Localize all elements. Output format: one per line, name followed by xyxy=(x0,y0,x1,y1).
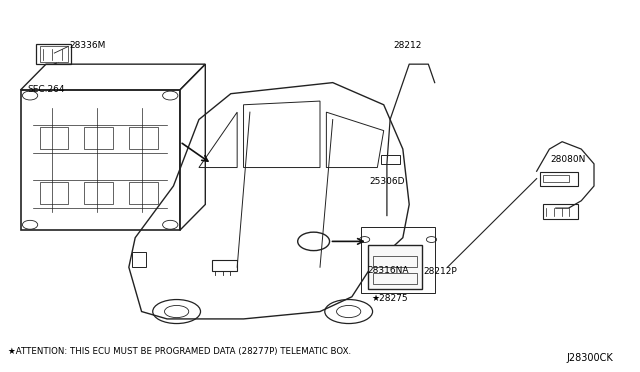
Bar xyxy=(84,127,113,149)
Bar xyxy=(20,90,180,230)
Text: 28336M: 28336M xyxy=(70,41,106,49)
Bar xyxy=(212,260,237,271)
Text: 28212P: 28212P xyxy=(423,266,457,276)
Text: 25306D: 25306D xyxy=(369,177,404,186)
Bar xyxy=(132,253,146,267)
Bar xyxy=(129,182,157,205)
Text: ★28275: ★28275 xyxy=(371,294,408,302)
Bar xyxy=(362,227,435,293)
Text: 28316NA: 28316NA xyxy=(368,266,410,275)
Text: 28212: 28212 xyxy=(394,41,422,49)
Bar xyxy=(40,127,68,149)
Bar xyxy=(543,205,578,219)
Bar xyxy=(129,127,157,149)
Bar xyxy=(373,273,417,284)
Bar xyxy=(368,245,422,289)
Bar xyxy=(373,256,417,267)
Text: 28080N: 28080N xyxy=(550,155,586,164)
Text: SEC.264: SEC.264 xyxy=(27,85,65,94)
Bar xyxy=(40,182,68,205)
Bar xyxy=(36,44,72,64)
Bar xyxy=(381,155,399,164)
Bar xyxy=(40,46,68,62)
Text: J28300CK: J28300CK xyxy=(566,353,613,363)
Bar xyxy=(543,175,568,182)
Text: ★ATTENTION: THIS ECU MUST BE PROGRAMED DATA (28277P) TELEMATIC BOX.: ★ATTENTION: THIS ECU MUST BE PROGRAMED D… xyxy=(8,347,351,356)
Bar xyxy=(540,172,578,186)
Bar xyxy=(394,253,406,267)
Bar xyxy=(84,182,113,205)
